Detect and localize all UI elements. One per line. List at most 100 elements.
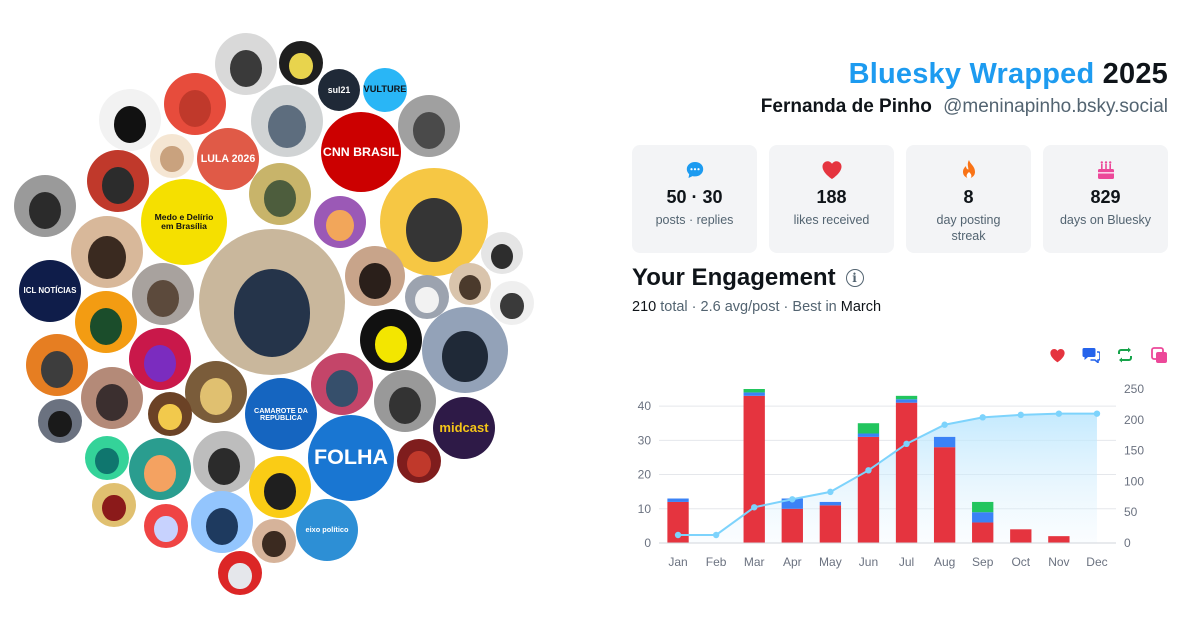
bar-likes-oct (1010, 529, 1032, 543)
cake-icon (1095, 159, 1117, 181)
cumulative-point (1017, 411, 1024, 419)
avatar[interactable] (405, 275, 449, 319)
avatar-camarote-da-rep-blica[interactable]: CAMAROTE DA REPÚBLICA (245, 378, 317, 450)
bar-likes-jun (857, 436, 880, 543)
avatar[interactable] (481, 232, 523, 274)
avatar[interactable] (249, 456, 311, 518)
avatar-photo (95, 384, 129, 422)
x-tick-label: Jan (668, 555, 687, 569)
avatar-icl-not-cias[interactable]: ICL NOTÍCIAS (19, 260, 81, 322)
avatar-photo (458, 274, 482, 300)
avatar[interactable] (87, 150, 149, 212)
y-left-tick-label: 40 (638, 399, 652, 413)
avatar-photo (374, 326, 408, 364)
bar-replies-may (819, 501, 842, 506)
avatar[interactable] (345, 246, 405, 306)
avatar-photo (405, 197, 463, 263)
avatar-photo (199, 378, 233, 416)
avatar-photo (262, 531, 286, 558)
avatar[interactable] (252, 519, 296, 563)
avatar-photo (263, 473, 297, 511)
avatar-folha[interactable]: FOLHA (308, 415, 394, 501)
heart-icon[interactable] (1048, 346, 1066, 364)
cumulative-line (678, 412, 1097, 536)
avatar[interactable] (144, 504, 188, 548)
avatar[interactable] (279, 41, 323, 85)
avatar[interactable] (150, 134, 194, 178)
stat-value: 50 · 30 (666, 187, 723, 207)
avatar[interactable] (249, 163, 311, 225)
avatar[interactable] (199, 229, 345, 375)
avatar[interactable] (92, 483, 136, 527)
avatar[interactable] (422, 307, 508, 393)
avatar[interactable] (398, 95, 460, 157)
stat-card-likes: 188 likes received (769, 145, 894, 253)
avatar-cnn-brasil[interactable]: CNN BRASIL (321, 112, 401, 192)
avatar-label: CAMAROTE DA REPÚBLICA (254, 405, 308, 422)
stat-card-days: 829 days on Bluesky (1043, 145, 1168, 253)
engagement-best-month: March (840, 299, 882, 315)
avatar-medo-e-del-rio-em-bras-lia[interactable]: Medo e Delírio em Brasília (141, 179, 227, 265)
wrapped-summary-panel: Bluesky Wrapped 2025 Fernanda de Pinho @… (632, 0, 1168, 630)
avatar[interactable] (164, 73, 226, 135)
avatar[interactable] (218, 551, 262, 595)
avatar[interactable] (129, 438, 191, 500)
profile-line: Fernanda de Pinho @meninapinho.bsky.soci… (761, 96, 1168, 118)
avatar-sul21[interactable]: sul21 (318, 69, 360, 111)
avatar[interactable] (397, 439, 441, 483)
avatar[interactable] (251, 85, 323, 157)
avatar-label: sul21 (327, 84, 351, 95)
engagement-title: Your Engagement (632, 264, 836, 291)
bar-replies-apr (781, 498, 803, 509)
avatar[interactable] (449, 263, 491, 305)
engagement-heading: Your Engagement i (632, 264, 864, 292)
avatar[interactable] (191, 491, 253, 553)
x-tick-label: Sep (972, 555, 994, 569)
cumulative-point (903, 440, 910, 448)
avatar[interactable] (314, 196, 366, 248)
avatar[interactable] (85, 436, 129, 480)
info-icon[interactable]: i (845, 269, 864, 287)
x-tick-label: Dec (1086, 555, 1107, 569)
bar-reposts-jul (895, 395, 918, 400)
avatar[interactable] (374, 370, 436, 432)
bar-likes-jul (895, 402, 918, 543)
bar-likes-may (819, 505, 842, 543)
avatar[interactable] (360, 309, 422, 371)
stat-card-streak: 8 day posting streak (906, 145, 1031, 253)
avatar[interactable] (129, 328, 191, 390)
avatar-midcast[interactable]: midcast (433, 397, 495, 459)
avatar[interactable] (148, 392, 192, 436)
cumulative-point (789, 496, 796, 503)
cumulative-area (678, 413, 1097, 543)
avatar[interactable] (99, 89, 161, 151)
profile-handle[interactable]: @meninapinho.bsky.social (943, 96, 1168, 117)
cumulative-point (941, 421, 948, 428)
engagement-avg: · 2.6 avg/post · Best in (687, 299, 841, 315)
avatar[interactable] (132, 263, 194, 325)
avatar-photo (263, 180, 297, 218)
x-tick-label: Aug (934, 555, 955, 569)
avatar-photo (178, 90, 212, 128)
stat-value: 829 (1090, 187, 1121, 207)
quote-icon[interactable] (1150, 346, 1168, 364)
avatar[interactable] (75, 291, 137, 353)
display-name: Fernanda de Pinho (760, 96, 932, 117)
avatar[interactable] (81, 367, 143, 429)
avatar[interactable] (185, 361, 247, 423)
x-tick-label: May (819, 555, 842, 569)
avatar[interactable] (26, 334, 88, 396)
repost-icon[interactable] (1116, 346, 1134, 364)
avatar[interactable] (38, 399, 82, 443)
avatar[interactable] (193, 431, 255, 493)
avatar-eixo-pol-tico[interactable]: eixo político (296, 499, 358, 561)
avatar[interactable] (215, 33, 277, 95)
avatar[interactable] (14, 175, 76, 237)
avatar[interactable] (311, 353, 373, 415)
avatar[interactable] (490, 281, 534, 325)
avatar-photo (89, 308, 123, 346)
avatar-vulture[interactable]: VULTURE (363, 68, 407, 112)
avatar[interactable] (71, 216, 143, 288)
reply-icon[interactable] (1082, 346, 1100, 364)
avatar-lula-2026[interactable]: LULA 2026 (197, 128, 259, 190)
